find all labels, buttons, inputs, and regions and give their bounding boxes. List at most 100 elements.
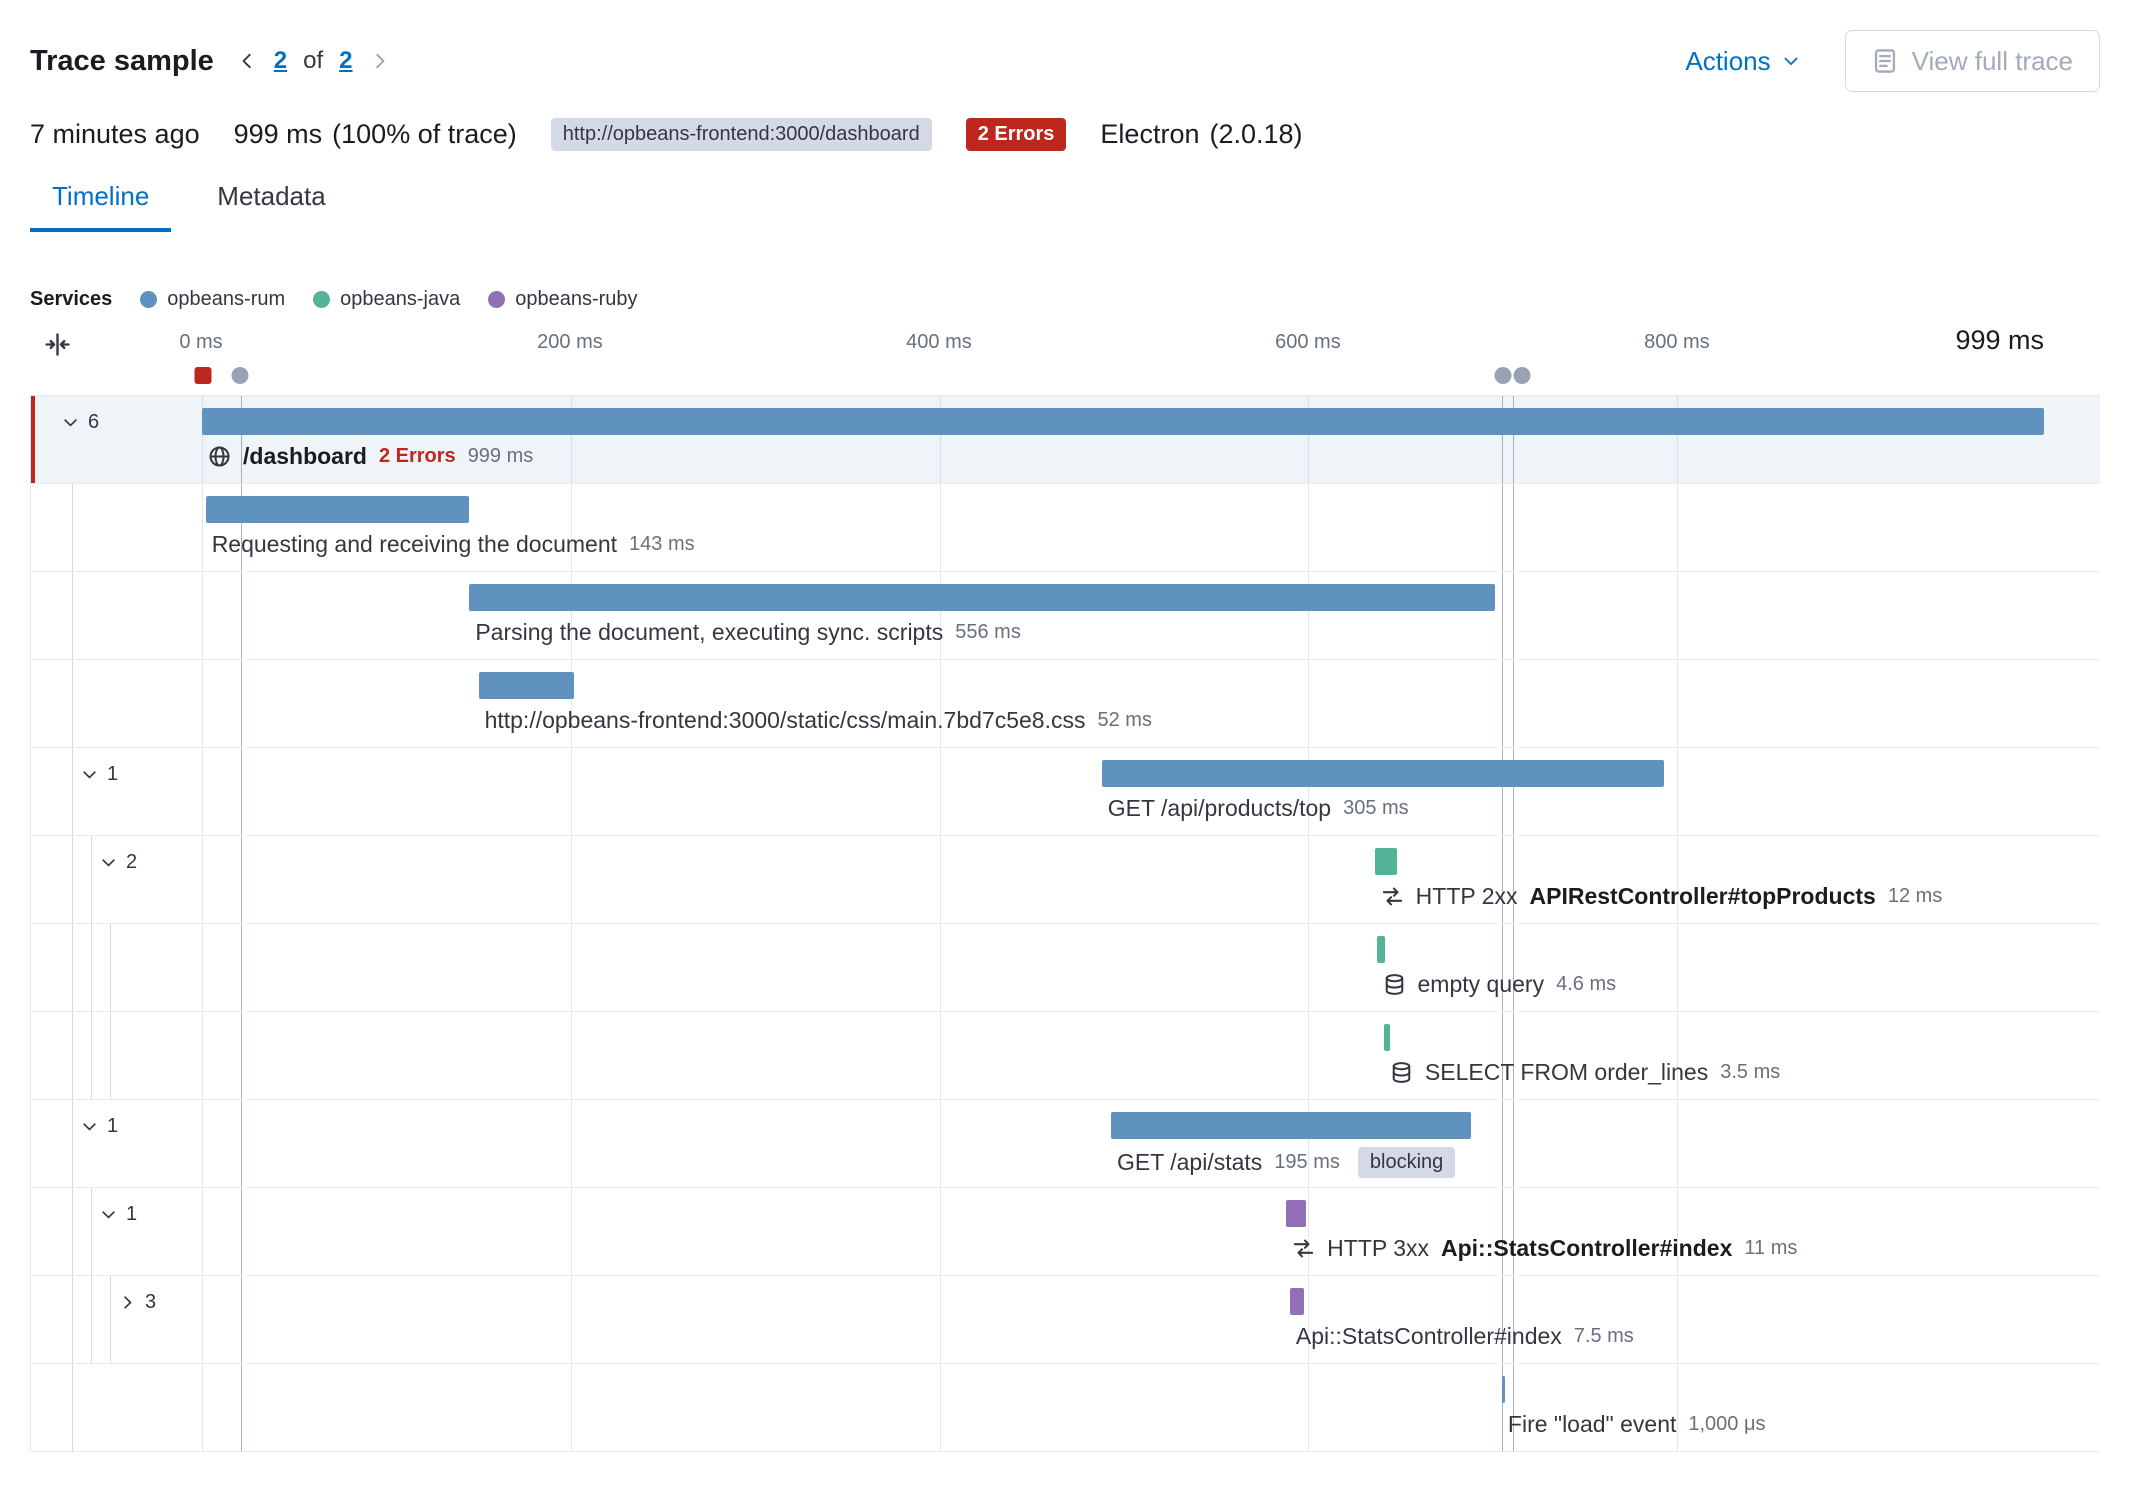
chevron-down-icon xyxy=(1781,51,1801,71)
indent-guide xyxy=(72,1012,73,1099)
waterfall-row-get-api-stats[interactable]: 1 GET /api/stats 195 ms blocking xyxy=(31,1100,2100,1188)
chevron-down-icon xyxy=(80,1117,99,1136)
accordion-toggle-get-products-top[interactable]: 1 xyxy=(80,761,118,787)
span-duration: 999 ms xyxy=(467,445,534,467)
apm-trace-sample-panel: Trace sample 2 of 2 Actions View full tr… xyxy=(30,30,2100,1452)
indent-guide xyxy=(91,1188,92,1275)
accordion-toggle-stats-controller-index[interactable]: 3 xyxy=(118,1289,156,1315)
span-label-empty-query: empty query 4.6 ms xyxy=(1377,971,1616,998)
child-count: 1 xyxy=(107,762,119,785)
axis-tick-600: 600 ms xyxy=(1275,331,1341,353)
waterfall-row-empty-query[interactable]: empty query 4.6 ms xyxy=(31,924,2100,1012)
span-bar-top-products-transaction[interactable] xyxy=(1374,848,1397,875)
accordion-toggle-stats-transaction[interactable]: 1 xyxy=(99,1201,137,1227)
waterfall-row-top-products-transaction[interactable]: 2 HTTP 2xx APIRestController#topProducts 12… xyxy=(31,836,2100,924)
pagination-total[interactable]: 2 xyxy=(339,47,353,74)
indent-guide xyxy=(72,748,73,835)
span-name: HTTP 3xx xyxy=(1327,1235,1429,1261)
waterfall-row-parse-document[interactable]: Parsing the document, executing sync. sc… xyxy=(31,572,2100,660)
span-bar-main-css[interactable] xyxy=(478,672,575,699)
chevron-down-icon xyxy=(80,765,99,784)
errors-badge[interactable]: 2 Errors xyxy=(965,118,1067,151)
tab-metadata[interactable]: Metadata xyxy=(217,181,326,211)
indent-guide xyxy=(110,1012,111,1099)
row-plot-area: http://opbeans-frontend:3000/static/css/… xyxy=(202,660,2044,747)
row-plot-area: Requesting and receiving the document 143… xyxy=(202,484,2044,571)
agent-mark-dot xyxy=(1513,367,1531,384)
tab-timeline[interactable]: Timeline xyxy=(30,181,172,232)
span-label-main-css: http://opbeans-frontend:3000/static/css/… xyxy=(479,707,1152,734)
span-bar-stats-transaction[interactable] xyxy=(1286,1200,1307,1227)
agent-mark-dot xyxy=(231,367,249,384)
span-name: Requesting and receiving the document xyxy=(211,531,618,557)
waterfall-row-request-document[interactable]: Requesting and receiving the document 143… xyxy=(31,484,2100,572)
waterfall-row-main-css[interactable]: http://opbeans-frontend:3000/static/css/… xyxy=(31,660,2100,748)
span-name: GET /api/products/top xyxy=(1107,795,1332,821)
row-plot-area: /dashboard 2 Errors 999 ms xyxy=(202,396,2044,483)
indent-guide xyxy=(72,1364,73,1451)
span-bar-empty-query[interactable] xyxy=(1376,936,1385,963)
waterfall-row-select-order-lines[interactable]: SELECT FROM order_lines 3.5 ms xyxy=(31,1012,2100,1100)
span-name: Parsing the document, executing sync. sc… xyxy=(475,619,944,645)
axis-scale: 999 ms 0 ms 200 ms 400 ms 600 ms 800 ms xyxy=(179,323,2044,395)
span-duration: 12 ms xyxy=(1887,885,1943,907)
waterfall-row-dashboard[interactable]: 6/dashboard 2 Errors 999 ms xyxy=(31,396,2100,484)
row-plot-area: HTTP 2xx APIRestController#topProducts 12 … xyxy=(202,836,2044,923)
chevron-down-icon xyxy=(99,853,118,872)
trace-duration-group: 999 ms (100% of trace) xyxy=(234,119,517,150)
timeline-axis: 999 ms 0 ms 200 ms 400 ms 600 ms 800 ms xyxy=(30,323,2100,395)
indent-guide xyxy=(72,836,73,923)
axis-tick-0: 0 ms xyxy=(179,331,223,353)
span-bar-dashboard[interactable] xyxy=(202,408,2044,435)
agent-info: Electron (2.0.18) xyxy=(1100,119,1302,150)
trace-timestamp: 7 minutes ago xyxy=(30,119,200,149)
waterfall-row-stats-transaction[interactable]: 1 HTTP 3xx Api::StatsController#index 11 ms xyxy=(31,1188,2100,1276)
span-name: SELECT FROM order_lines xyxy=(1424,1059,1709,1085)
service-color-dot xyxy=(313,291,331,308)
pagination-current[interactable]: 2 xyxy=(273,47,288,74)
waterfall-row-get-products-top[interactable]: 1 GET /api/products/top 305 ms xyxy=(31,748,2100,836)
row-plot-area: Parsing the document, executing sync. sc… xyxy=(202,572,2044,659)
legend-item-opbeans-java: opbeans-java xyxy=(313,288,460,311)
span-bar-get-api-stats[interactable] xyxy=(1111,1112,1471,1139)
transaction-icon xyxy=(1292,1237,1315,1260)
span-duration: 52 ms xyxy=(1097,709,1152,731)
chevron-right-icon[interactable] xyxy=(369,50,391,72)
actions-menu-button[interactable]: Actions xyxy=(1685,46,1800,77)
waterfall-row-fire-load-event[interactable]: Fire "load" event 1,000 μs xyxy=(31,1364,2100,1452)
trace-icon xyxy=(1872,48,1898,74)
span-duration: 11 ms xyxy=(1744,1237,1798,1259)
indent-guide xyxy=(72,924,73,1011)
span-duration: 3.5 ms xyxy=(1720,1061,1781,1083)
span-bar-stats-controller-index[interactable] xyxy=(1289,1288,1304,1315)
accordion-toggle-get-api-stats[interactable]: 1 xyxy=(80,1113,118,1139)
row-plot-area: Fire "load" event 1,000 μs xyxy=(202,1364,2044,1451)
accordion-toggle-dashboard[interactable]: 6 xyxy=(61,409,99,435)
indent-guide xyxy=(110,924,111,1011)
transaction-icon xyxy=(1381,885,1404,908)
span-duration: 7.5 ms xyxy=(1573,1325,1634,1347)
span-bar-parse-document[interactable] xyxy=(469,584,1495,611)
span-bar-request-document[interactable] xyxy=(205,496,470,523)
span-name: Api::StatsController#index xyxy=(1295,1323,1562,1349)
row-plot-area: Api::StatsController#index 7.5 ms xyxy=(202,1276,2044,1363)
span-duration: 143 ms xyxy=(629,533,695,555)
view-full-trace-button[interactable]: View full trace xyxy=(1844,30,2100,92)
agent-mark-dot xyxy=(1494,367,1512,384)
legend-item-opbeans-ruby: opbeans-ruby xyxy=(488,288,638,311)
span-duration: 195 ms xyxy=(1274,1151,1340,1173)
waterfall-rows: 6/dashboard 2 Errors 999 ms Requesting and … xyxy=(30,395,2100,1452)
indent-guide xyxy=(72,572,73,659)
chevron-left-icon[interactable] xyxy=(236,50,258,72)
span-name: http://opbeans-frontend:3000/static/css/… xyxy=(484,707,1086,733)
fold-timeline-icon[interactable] xyxy=(44,331,71,358)
span-bar-select-order-lines[interactable] xyxy=(1383,1024,1391,1051)
waterfall-row-stats-controller-index[interactable]: 3 Api::StatsController#index 7.5 ms xyxy=(31,1276,2100,1364)
indent-guide xyxy=(91,1276,92,1363)
span-bar-fire-load-event[interactable] xyxy=(1501,1376,1505,1403)
span-bar-get-products-top[interactable] xyxy=(1101,760,1665,787)
trace-total-duration-label: 999 ms xyxy=(1955,325,2044,355)
accordion-toggle-top-products-transaction[interactable]: 2 xyxy=(99,849,137,875)
legend-item-label: opbeans-rum xyxy=(167,288,286,310)
indent-guide xyxy=(110,1276,111,1363)
